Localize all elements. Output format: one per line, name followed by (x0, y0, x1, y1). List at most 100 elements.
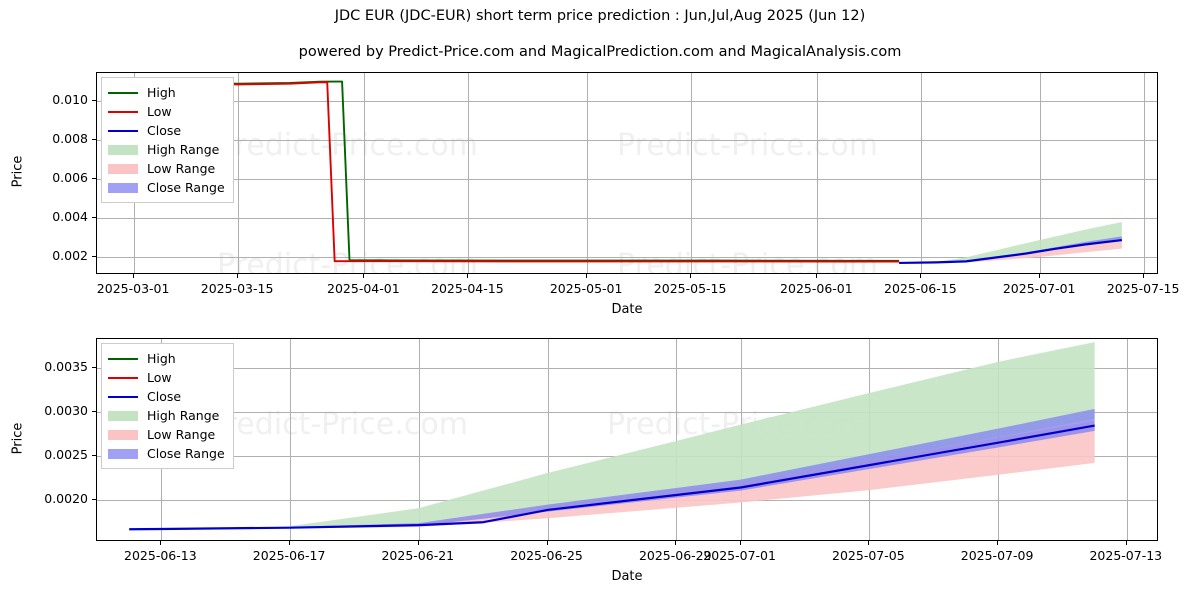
legend-item-label: Low (147, 104, 172, 119)
legend-item-low-range[interactable]: Low Range (108, 425, 225, 444)
gridline-vertical (1127, 339, 1128, 540)
band-high-range (290, 342, 1095, 528)
gridline-vertical (676, 339, 677, 540)
y-tickmark (92, 455, 96, 456)
y-tickmark (92, 178, 96, 179)
x-tickmark (868, 541, 869, 545)
legend-patch-swatch-icon (108, 448, 138, 460)
series-line-close (899, 238, 1123, 265)
y-tick-label: 0.0030 (44, 402, 88, 418)
legend-patch-swatch-icon (108, 144, 138, 156)
legend-item-label: Low Range (147, 161, 216, 176)
x-tickmark (997, 541, 998, 545)
gridline-vertical (1144, 73, 1145, 273)
x-tick-label: 2025-07-05 (832, 548, 905, 563)
legend-item-close[interactable]: Close (108, 121, 225, 140)
gridline-vertical (921, 73, 922, 273)
y-tick-label: 0.002 (52, 247, 88, 263)
bottom-x-axis-label: Date (611, 569, 643, 584)
legend-item-low-range[interactable]: Low Range (108, 159, 225, 178)
chart-legend[interactable]: High Low Close High Range Low Range Close Ran… (101, 343, 234, 469)
y-tickmark (92, 100, 96, 101)
x-tickmark (1143, 274, 1144, 278)
y-tick-label: 0.0020 (44, 490, 88, 506)
gridline-vertical (238, 73, 239, 273)
legend-item-high-range[interactable]: High Range (108, 406, 225, 425)
x-tickmark (467, 274, 468, 278)
x-tick-label: 2025-07-13 (1089, 548, 1163, 563)
gridline-horizontal (97, 179, 1157, 180)
legend-line-swatch-icon (108, 372, 138, 384)
legend-item-high-range[interactable]: High Range (108, 140, 225, 159)
gridline-horizontal (97, 412, 1157, 413)
legend-item-label: Low Range (147, 427, 216, 442)
legend-item-label: High (147, 85, 176, 100)
x-tick-label: 2025-06-29 (638, 548, 712, 563)
series-line-low (119, 81, 900, 263)
top-x-axis-label: Date (611, 302, 643, 317)
x-tickmark (418, 541, 419, 545)
series-line-high (119, 80, 900, 262)
gridline-vertical (548, 339, 549, 540)
top-plot-area: Predict-Price.com Predict-Price.com Predic… (96, 72, 1158, 274)
legend-item-close-range[interactable]: Close Range (108, 178, 225, 197)
legend-item-label: High Range (147, 142, 220, 157)
y-tickmark (92, 367, 96, 368)
x-tickmark (586, 274, 587, 278)
legend-item-close[interactable]: Close (108, 387, 225, 406)
page-subtitle: powered by Predict-Price.com and Magical… (298, 44, 902, 60)
y-tick-label: 0.004 (52, 208, 88, 224)
x-tick-label: 2025-06-21 (381, 548, 455, 563)
series-layer (119, 80, 1123, 265)
y-tick-label: 0.006 (52, 169, 88, 185)
y-tick-label: 0.0025 (44, 446, 88, 462)
gridline-vertical (419, 339, 420, 540)
legend-line-swatch-icon (108, 353, 138, 365)
gridline-horizontal (97, 218, 1157, 219)
gridline-horizontal (97, 101, 1157, 102)
y-tick-label: 0.010 (52, 92, 88, 108)
x-tick-label: 2025-07-15 (1106, 281, 1180, 296)
page-title: JDC EUR (JDC-EUR) short term price predi… (334, 8, 866, 24)
x-tick-label: 2025-06-15 (884, 281, 957, 296)
x-tickmark (1126, 541, 1127, 545)
gridline-vertical (691, 73, 692, 273)
band-low-range (290, 420, 1095, 529)
x-tick-label: 2025-06-13 (124, 548, 197, 563)
bottom-plot-area: Predict-Price.com Predict-Price.com (96, 338, 1158, 541)
legend-item-high[interactable]: High (108, 349, 225, 368)
legend-line-swatch-icon (108, 391, 138, 403)
gridline-horizontal (97, 368, 1157, 369)
x-tick-label: 2025-04-01 (327, 281, 400, 296)
gridline-vertical (587, 73, 588, 273)
legend-item-label: Low (147, 370, 172, 385)
legend-item-high[interactable]: High (108, 83, 225, 102)
x-tickmark (690, 274, 691, 278)
legend-item-low[interactable]: Low (108, 368, 225, 387)
y-tickmark (92, 139, 96, 140)
series-layer (129, 342, 1095, 531)
bottom-chart-panel: Predict-Price.com Predict-Price.com (96, 338, 1158, 541)
x-tickmark (1039, 274, 1040, 278)
chart-legend[interactable]: High Low Close High Range Low Range Close Ran… (101, 77, 234, 203)
legend-patch-swatch-icon (108, 182, 138, 194)
legend-item-label: High Range (147, 408, 220, 423)
legend-item-label: Close Range (147, 180, 225, 195)
legend-item-label: Close Range (147, 446, 225, 461)
y-tick-label: 0.0035 (44, 359, 88, 374)
x-tickmark (740, 541, 741, 545)
legend-item-close-range[interactable]: Close Range (108, 444, 225, 463)
x-tickmark (675, 541, 676, 545)
y-tickmark (92, 256, 96, 257)
legend-item-low[interactable]: Low (108, 102, 225, 121)
x-tick-label: 2025-05-01 (549, 281, 623, 296)
x-tickmark (289, 541, 290, 545)
y-tickmark (92, 217, 96, 218)
gridline-vertical (817, 73, 818, 273)
x-tick-label: 2025-05-15 (653, 281, 727, 296)
x-tick-label: 2025-07-09 (960, 548, 1034, 563)
series-line-close (129, 424, 1095, 531)
y-tickmark (92, 411, 96, 412)
x-tick-label: 2025-06-17 (252, 548, 326, 563)
legend-item-label: High (147, 351, 176, 366)
